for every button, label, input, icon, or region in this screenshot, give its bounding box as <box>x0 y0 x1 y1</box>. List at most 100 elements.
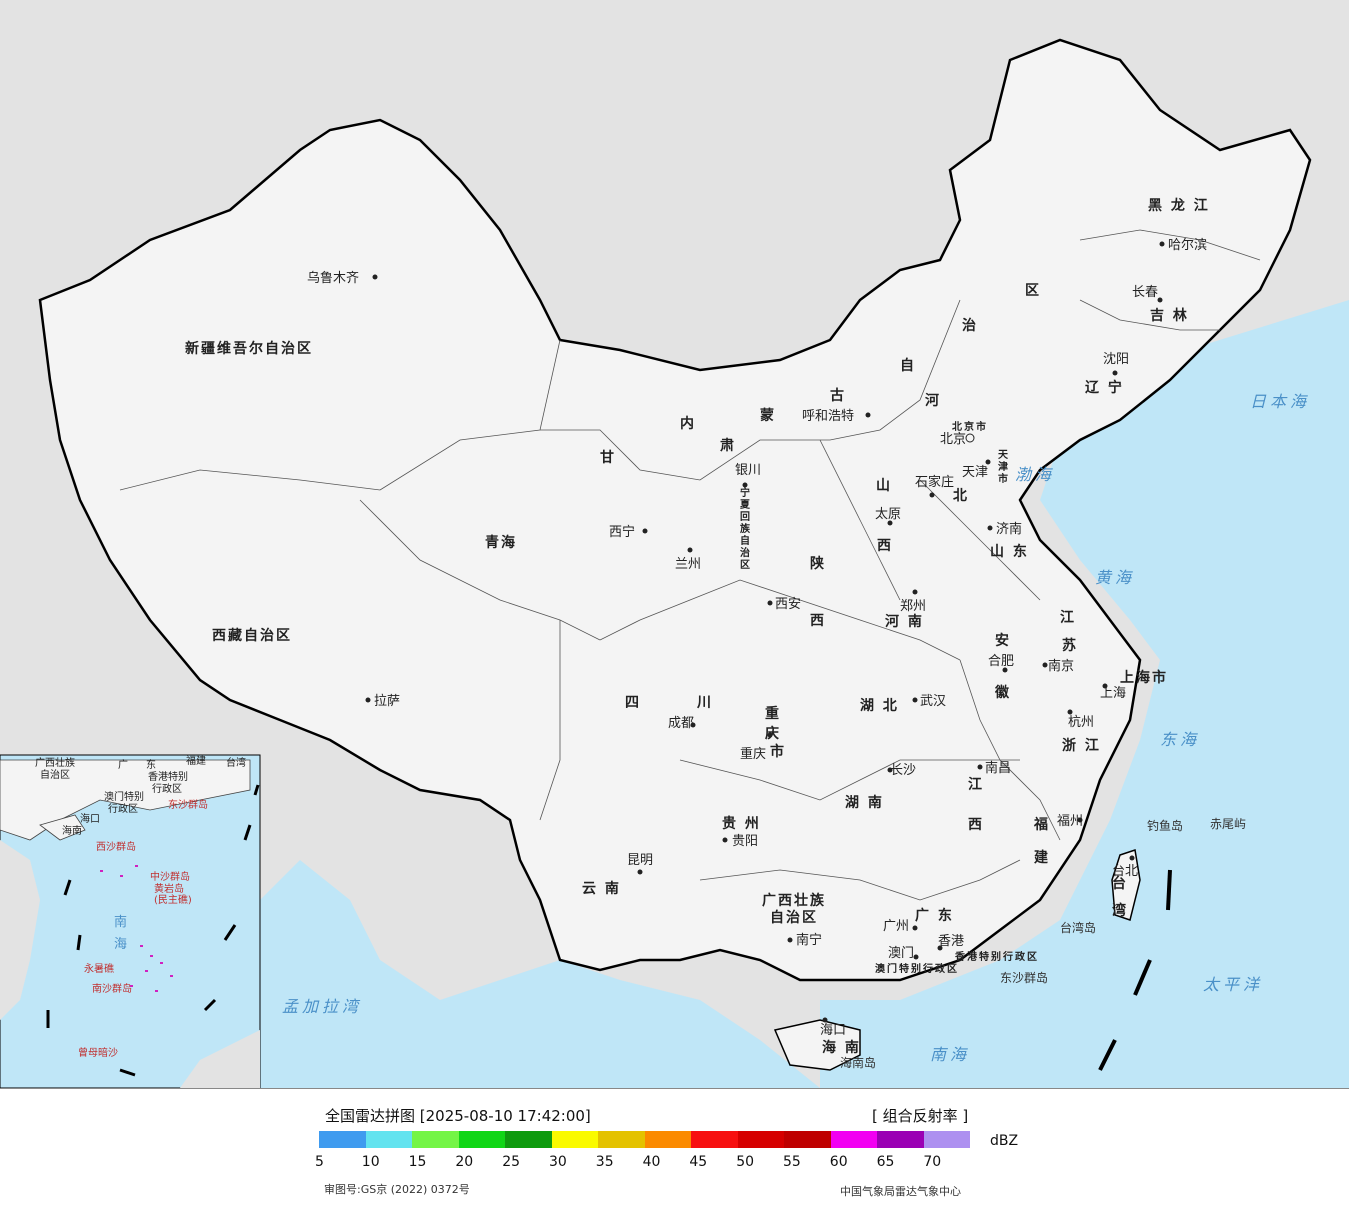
hainan-outline <box>773 1019 861 1071</box>
inset-label: 自治区 <box>40 768 70 781</box>
legend-title: 全国雷达拼图 [2025-08-10 17:42:00] <box>325 1107 591 1125</box>
color-swatch <box>877 1131 924 1148</box>
legend-tick-label: 60 <box>829 1154 848 1170</box>
province-label: 江 <box>968 776 984 793</box>
province-label: 云 南 <box>582 880 621 897</box>
legend-tick-label: 45 <box>689 1154 708 1170</box>
city-label: 南宁 <box>796 932 822 948</box>
province-label: 川 <box>696 695 713 711</box>
city-label: 香港 <box>938 934 964 949</box>
province-label: 市 <box>770 743 786 760</box>
city-label: 太原 <box>875 507 901 522</box>
inset-label: 永暑礁 <box>84 962 114 975</box>
inset-label: 黄岩岛 <box>154 882 184 895</box>
province-label: 北京市 <box>952 420 988 433</box>
inset-label: 海 <box>114 937 127 952</box>
color-swatch <box>551 1131 598 1148</box>
city-label: 沈阳 <box>1103 352 1129 367</box>
color-swatch <box>365 1131 412 1148</box>
city-label: 成都 <box>668 716 694 731</box>
inset-label: 海南 <box>62 824 82 837</box>
province-label: 自 <box>900 357 916 374</box>
map-svg: 新疆维吾尔自治区 西藏自治区 青海 甘 肃 内 蒙 古 自 治 区 黑 龙 江 … <box>0 0 1349 1088</box>
city-label: 杭州 <box>1068 715 1094 730</box>
province-label: 北 <box>953 488 969 504</box>
province-label: 山 <box>876 478 892 494</box>
color-swatch <box>784 1131 831 1148</box>
province-label: 湾 <box>1112 902 1128 919</box>
province-label: 市 <box>998 472 1010 485</box>
province-label: 内 <box>680 415 696 432</box>
province-label: 江 <box>1060 609 1076 626</box>
city-label: 昆明 <box>627 853 653 868</box>
taiwan-outline <box>1111 849 1141 921</box>
legend-product: [ 组合反射率 ] <box>872 1107 969 1125</box>
province-label: 香港特别行政区 <box>955 950 1039 963</box>
legend-tick-label: 40 <box>642 1154 661 1170</box>
color-swatch <box>923 1131 970 1148</box>
province-label: 湖 南 <box>845 794 884 811</box>
province-label: 建 <box>1034 849 1050 866</box>
inset-label: 广西壮族 <box>35 756 75 769</box>
city-label: 南昌 <box>985 760 1011 776</box>
city-label: 长沙 <box>890 763 916 778</box>
province-label: 辽 宁 <box>1085 379 1124 396</box>
sea-label: 太平洋 <box>1203 975 1263 994</box>
inset-label: 行政区 <box>108 802 138 815</box>
province-label: 陕 <box>810 555 826 572</box>
inset-label: 南沙群岛 <box>92 982 132 995</box>
city-label: 西宁 <box>609 524 635 540</box>
city-label: 上海 <box>1100 686 1126 701</box>
inset-label: (民主礁) <box>154 893 192 906</box>
color-swatch <box>458 1131 505 1148</box>
province-labels: 新疆维吾尔自治区 西藏自治区 青海 甘 肃 内 蒙 古 自 治 区 黑 龙 江 … <box>185 197 1210 1056</box>
inset-label: 海口 <box>80 812 100 825</box>
province-label: 古 <box>830 387 846 404</box>
city-label: 贵阳 <box>732 834 758 849</box>
province-label: 回 <box>740 511 752 523</box>
legend-tick-label: 5 <box>315 1154 324 1170</box>
province-label: 津 <box>998 460 1010 473</box>
color-swatch <box>505 1131 552 1148</box>
island-label: 台湾岛 <box>1060 920 1096 935</box>
legend-tick-label: 20 <box>455 1154 474 1170</box>
inset-label: 西沙群岛 <box>96 840 136 853</box>
province-label: 治 <box>962 317 978 334</box>
island-label: 钓鱼岛 <box>1147 818 1183 833</box>
legend-tick-label: 35 <box>595 1154 614 1170</box>
province-label: 山 东 <box>990 543 1029 560</box>
color-swatch <box>319 1131 366 1148</box>
sea-bay-of-bengal <box>260 860 820 1088</box>
color-swatch <box>644 1131 691 1148</box>
province-label: 海 南 <box>822 1039 861 1056</box>
sea-label: 孟加拉湾 <box>282 997 362 1016</box>
legend-tick-label: 70 <box>923 1154 942 1170</box>
city-label: 福州 <box>1057 814 1083 829</box>
inset-label: 中沙群岛 <box>150 870 190 883</box>
city-label: 乌鲁木齐 <box>307 270 359 286</box>
boundary-dashes <box>1098 869 1172 1071</box>
island-label: 赤尾屿 <box>1210 817 1246 831</box>
province-label: 宁 <box>740 486 752 499</box>
sea-label: 黄海 <box>1095 568 1135 587</box>
city-label: 拉萨 <box>374 694 400 709</box>
inset-label: 南 <box>114 914 127 930</box>
province-label: 区 <box>1025 283 1041 299</box>
city-label: 合肥 <box>988 654 1014 669</box>
province-label: 甘 <box>600 449 616 466</box>
province-label: 区 <box>740 559 752 571</box>
island-label: 海南岛 <box>840 1055 876 1070</box>
sea-label: 渤海 <box>1015 465 1055 484</box>
sea-label: 日本海 <box>1250 392 1310 411</box>
province-label: 黑 龙 江 <box>1148 197 1210 214</box>
city-label: 银川 <box>735 463 761 478</box>
color-scale-bar <box>319 1131 970 1148</box>
province-label: 吉 林 <box>1150 307 1189 324</box>
province-boundaries <box>119 229 1261 901</box>
inset-label: 澳门特别 <box>104 790 144 803</box>
inset-label: 广 <box>118 759 128 771</box>
province-label: 安 <box>995 632 1011 649</box>
color-swatch <box>691 1131 738 1148</box>
province-label: 浙 江 <box>1062 737 1101 754</box>
province-label: 天 <box>998 449 1010 461</box>
